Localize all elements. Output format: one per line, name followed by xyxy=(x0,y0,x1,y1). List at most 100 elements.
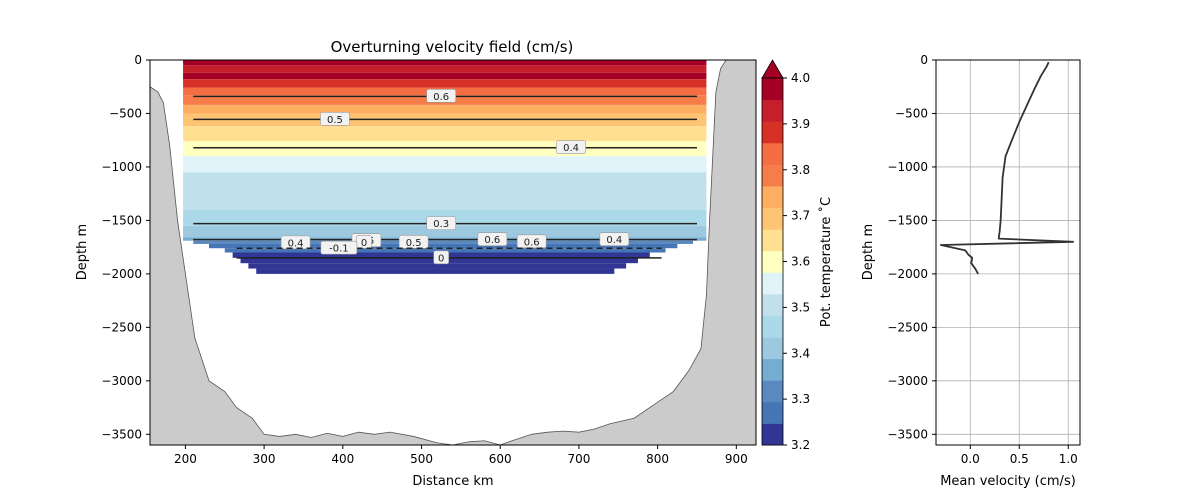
contour-label: 0.4 xyxy=(288,238,304,249)
colorbar-tick-label: 3.7 xyxy=(791,209,810,223)
y-tick-label: −3500 xyxy=(101,427,142,441)
x-tick-label: 500 xyxy=(410,452,433,466)
colorbar-segment xyxy=(762,358,783,381)
contour-label: -0.1 xyxy=(329,244,349,255)
deep-temperature-step xyxy=(256,268,615,274)
temperature-band xyxy=(183,141,707,157)
y-tick-label: −3500 xyxy=(887,427,928,441)
colorbar-segment xyxy=(762,78,783,101)
contour-label-box xyxy=(556,140,586,154)
contour-label: 0.4 xyxy=(606,235,622,246)
y-tick-label: −500 xyxy=(109,106,142,120)
colorbar-extend-arrow xyxy=(761,59,784,79)
colorbar-segment xyxy=(762,185,783,209)
colorbar-label: Pot. temperature ˚C xyxy=(818,197,834,327)
y-tick-label: −3000 xyxy=(887,374,928,388)
x-tick-label: 400 xyxy=(331,452,354,466)
colorbar-tick-label: 3.8 xyxy=(791,163,810,177)
temperature-band xyxy=(183,172,707,210)
velocity-contours: 0.60.50.40.30.40.60.60.50.50.40-0.10 xyxy=(193,89,697,264)
colorbar-segment xyxy=(762,423,783,446)
colorbar-ticks: 3.2 3.3 3.4 3.5 3.6 3.7 3.8 3.9 4.0 xyxy=(783,71,810,452)
right-y-axis-ticks: 0 −500 −1000 −1500 −2000 −2500 −3000 −3500 xyxy=(887,53,936,441)
y-tick-label: −1500 xyxy=(101,213,142,227)
x-tick-label: 0.0 xyxy=(961,452,980,466)
mean-velocity-line xyxy=(939,61,1075,275)
y-tick-label: −3000 xyxy=(101,374,142,388)
colorbar-segment xyxy=(762,207,783,230)
colorbar-segment xyxy=(762,293,783,316)
y-tick-label: 0 xyxy=(920,53,928,67)
colorbar-tick-label: 3.9 xyxy=(791,117,810,131)
colorbar-tick-label: 3.4 xyxy=(791,346,810,360)
main-y-axis-ticks: 0 −500 −1000 −1500 −2000 −2500 −3000 −3500 xyxy=(101,53,150,441)
main-plot-frame xyxy=(149,59,757,446)
contour-label: 0 xyxy=(361,238,367,249)
temperature-band xyxy=(183,225,707,238)
y-tick-label: −2000 xyxy=(887,267,928,281)
y-tick-label: 0 xyxy=(134,53,142,67)
x-tick-label: 700 xyxy=(567,452,590,466)
x-tick-label: 600 xyxy=(489,452,512,466)
right-plot-frame xyxy=(935,59,1081,446)
contour-label-box xyxy=(320,112,350,126)
contour-label-box xyxy=(426,89,456,103)
y-tick-label: −2500 xyxy=(101,320,142,334)
right-x-axis-label: Mean velocity (cm/s) xyxy=(940,474,1076,489)
seafloor-fill xyxy=(150,60,756,445)
temperature-band xyxy=(183,104,707,114)
x-tick-label: 900 xyxy=(725,452,748,466)
contour-label: 0.6 xyxy=(524,237,540,248)
colorbar-segment xyxy=(762,401,783,424)
colorbar-tick-label: 3.5 xyxy=(791,300,810,314)
contour-label-box xyxy=(599,232,630,246)
deep-temperature-step xyxy=(193,240,694,244)
colorbar-tick-label: 3.3 xyxy=(791,392,810,406)
temperature-band xyxy=(183,65,707,73)
y-tick-label: −500 xyxy=(895,106,928,120)
colorbar-segment xyxy=(762,250,783,273)
colorbar-tick-label: 4.0 xyxy=(791,71,810,85)
contour-label-box xyxy=(426,216,456,230)
colorbar-segment xyxy=(762,229,783,252)
temperature-bands xyxy=(183,60,707,274)
contour-label: 0.5 xyxy=(406,238,422,249)
main-x-axis-label: Distance km xyxy=(412,474,493,489)
contour-label-box xyxy=(477,232,508,246)
contour-label: 0.5 xyxy=(327,115,343,126)
temperature-band xyxy=(183,72,707,80)
colorbar-segment xyxy=(762,99,783,122)
x-tick-label: 200 xyxy=(174,452,197,466)
y-tick-label: −2000 xyxy=(101,267,142,281)
contour-label: 0.6 xyxy=(433,92,449,103)
right-x-axis-ticks: 0.0 0.5 1.0 xyxy=(961,445,1078,466)
y-tick-label: −1500 xyxy=(887,213,928,227)
main-chart-title: Overturning velocity field (cm/s) xyxy=(331,38,574,56)
temperature-band xyxy=(183,156,707,173)
temperature-band xyxy=(183,126,707,142)
colorbar-tick-label: 3.2 xyxy=(791,438,810,452)
colorbar xyxy=(761,59,784,446)
seafloor-outline xyxy=(149,59,756,446)
y-tick-label: −1000 xyxy=(101,160,142,174)
y-tick-label: −2500 xyxy=(887,320,928,334)
contour-label: 0 xyxy=(438,253,444,264)
colorbar-segment xyxy=(762,337,783,360)
colorbar-segment xyxy=(762,164,783,187)
deep-temperature-step xyxy=(224,248,666,253)
colorbar-segment xyxy=(762,380,783,403)
contour-label: 0.6 xyxy=(484,235,500,246)
x-tick-label: 300 xyxy=(253,452,276,466)
contour-label-box xyxy=(280,235,311,250)
colorbar-segment xyxy=(762,315,783,338)
contour-label: 0.4 xyxy=(563,143,579,154)
x-tick-label: 0.5 xyxy=(1010,452,1029,466)
colorbar-segment xyxy=(762,272,783,295)
deep-temperature-step xyxy=(209,243,678,249)
contour-label: 0.3 xyxy=(433,219,449,230)
right-y-axis-label: Depth m xyxy=(861,224,876,280)
contour-label-box xyxy=(320,240,358,255)
bathymetry xyxy=(149,59,756,446)
main-x-axis-ticks: 200 300 400 500 600 700 800 900 xyxy=(174,445,748,466)
